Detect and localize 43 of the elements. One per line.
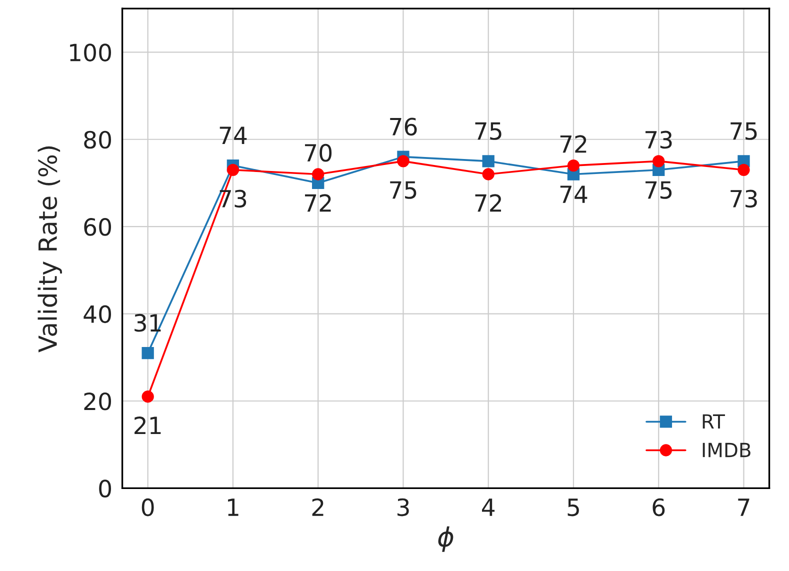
y-tick-label: 20: [84, 392, 112, 410]
point: [567, 159, 580, 172]
y-tick-label: 100: [70, 44, 112, 62]
x-tick-label: 7: [738, 498, 750, 516]
point: [738, 164, 750, 176]
legend-label: RT: [702, 414, 725, 429]
data-label: 75: [646, 181, 672, 199]
point: [482, 168, 494, 180]
point: [142, 390, 154, 403]
x-tick-label: 6: [652, 498, 665, 516]
y-tick-label: 40: [84, 305, 112, 324]
data-label: 72: [475, 194, 502, 212]
x-tick-label: 0: [142, 498, 154, 516]
data-label: 72: [560, 135, 586, 153]
point: [226, 164, 240, 176]
data-label: 21: [134, 416, 161, 434]
x-tick-label: 4: [482, 498, 495, 516]
data-label: 73: [646, 130, 672, 149]
data-label: 70: [305, 144, 332, 162]
data-label: 74: [560, 186, 588, 203]
x-axis-title: ϕ: [438, 526, 454, 552]
data-label: 75: [390, 181, 416, 199]
x-tick-label: 1: [228, 498, 238, 516]
data-label: 72: [305, 194, 331, 212]
data-label: 74: [220, 126, 247, 144]
y-tick-label: 60: [84, 218, 112, 236]
point: [312, 168, 324, 180]
y-tick-label: 0: [99, 480, 112, 498]
y-axis-title: Validity Rate (%): [38, 146, 62, 352]
point: [397, 155, 410, 168]
x-tick-label: 5: [568, 498, 579, 516]
data-label: 75: [475, 122, 502, 140]
legend-label: IMDB: [702, 442, 750, 458]
x-tick-label: 3: [398, 498, 409, 516]
point: [142, 346, 154, 360]
data-label: 31: [134, 314, 161, 332]
data-label: 76: [390, 118, 417, 136]
point: [482, 155, 494, 168]
point: [652, 155, 665, 168]
data-label: 73: [730, 190, 757, 208]
x-tick-label: 2: [312, 498, 324, 516]
data-label: 75: [730, 122, 757, 140]
y-tick-label: 80: [84, 130, 112, 149]
